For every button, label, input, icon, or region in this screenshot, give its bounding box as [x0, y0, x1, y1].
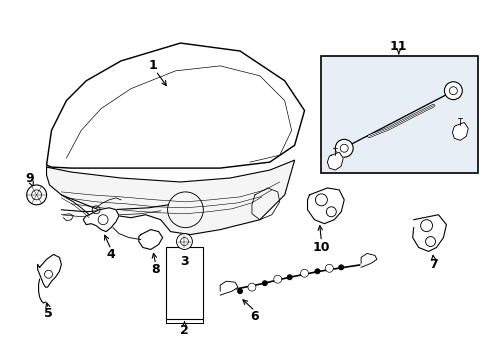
- Circle shape: [262, 280, 267, 286]
- Text: 8: 8: [151, 263, 160, 276]
- Polygon shape: [139, 230, 163, 249]
- Text: 11: 11: [389, 40, 407, 53]
- Circle shape: [338, 264, 344, 270]
- Circle shape: [314, 268, 320, 274]
- Polygon shape: [46, 160, 294, 235]
- Circle shape: [176, 234, 192, 249]
- Text: 6: 6: [250, 310, 259, 323]
- Polygon shape: [412, 215, 446, 251]
- Text: 9: 9: [25, 171, 34, 185]
- Polygon shape: [307, 188, 344, 224]
- Bar: [321, 56, 477, 173]
- PathPatch shape: [46, 43, 304, 168]
- Circle shape: [335, 139, 352, 157]
- Circle shape: [237, 288, 243, 294]
- Circle shape: [273, 275, 281, 283]
- Text: 2: 2: [180, 324, 188, 337]
- Text: 5: 5: [44, 307, 53, 320]
- Bar: [165, 247, 203, 319]
- Text: 4: 4: [106, 248, 115, 261]
- Polygon shape: [220, 281, 238, 295]
- Text: 3: 3: [180, 255, 188, 268]
- Circle shape: [286, 274, 292, 280]
- Circle shape: [247, 283, 255, 291]
- Polygon shape: [451, 122, 468, 140]
- Polygon shape: [360, 253, 376, 267]
- Text: 10: 10: [312, 241, 329, 254]
- Text: 7: 7: [428, 258, 437, 271]
- Polygon shape: [326, 152, 343, 170]
- Circle shape: [325, 264, 333, 272]
- Circle shape: [300, 269, 308, 277]
- Polygon shape: [83, 208, 119, 231]
- Circle shape: [444, 82, 461, 100]
- Text: 1: 1: [148, 59, 157, 72]
- Circle shape: [27, 185, 46, 205]
- Polygon shape: [38, 255, 61, 287]
